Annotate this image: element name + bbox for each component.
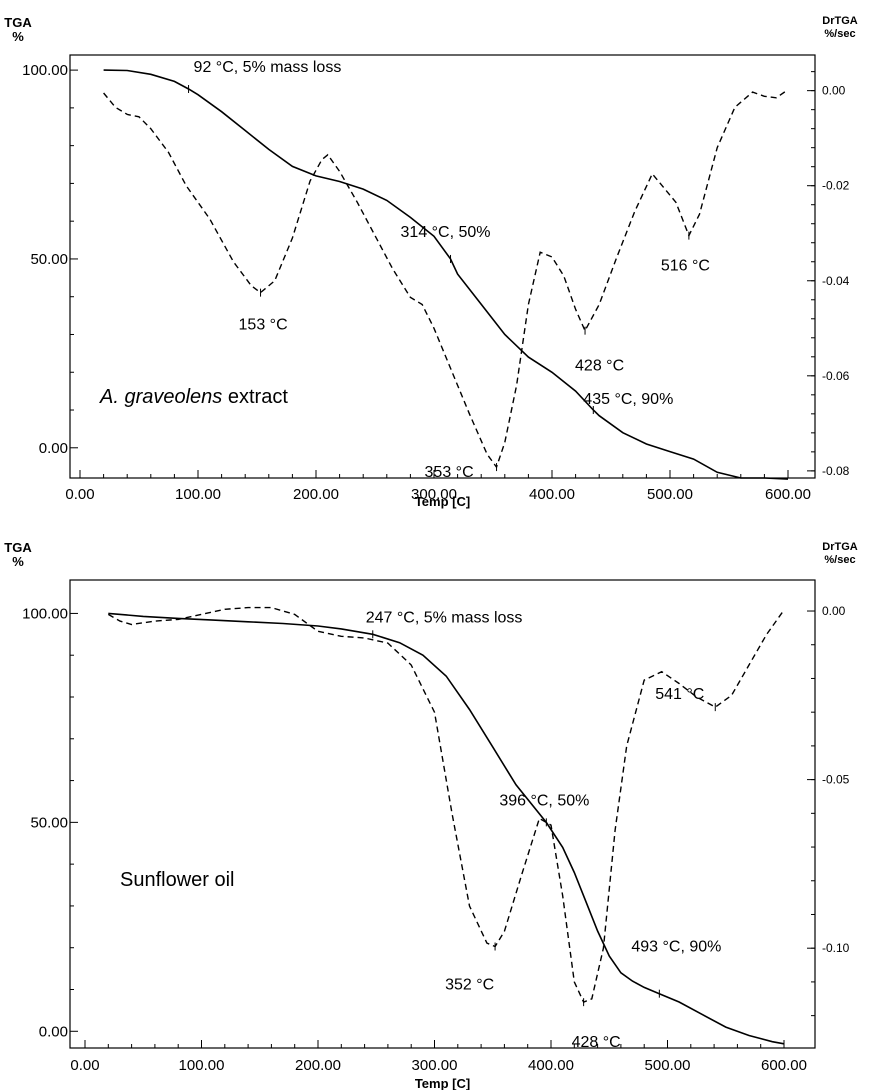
annotation-label: 396 °C, 50% — [499, 792, 589, 809]
y2-tick-label: -0.10 — [822, 941, 850, 955]
x-tick-label: 400.00 — [528, 1057, 574, 1074]
y-axis-unit: % — [12, 29, 24, 44]
y2-tick-label: 0.00 — [822, 84, 846, 98]
x-tick-label: 600.00 — [765, 486, 811, 503]
sample-label: A. graveolens extract — [99, 386, 288, 408]
plot-frame — [69, 54, 816, 479]
y-axis-title: TGA — [4, 540, 32, 555]
panel-sunflower-oil: 0.00 100.00 200.00 300.00 400.00 500.00 600.00… — [4, 540, 858, 1090]
x-tick-label: 500.00 — [645, 1057, 691, 1074]
x-tick-label: 0.00 — [70, 1057, 99, 1074]
annotation-label: 353 °C — [425, 464, 474, 481]
x-tick-label: 600.00 — [761, 1057, 807, 1074]
annotation-label: 352 °C — [445, 977, 494, 994]
x-axis-title: Temp [C] — [415, 1076, 470, 1090]
y2-axis-unit: %/sec — [824, 28, 855, 40]
annotation-label: 428 °C — [572, 1034, 621, 1051]
x-tick-label: 100.00 — [175, 486, 221, 503]
panel-a-graveolens: 0.00 100.00 200.00 300.00 400.00 500.00 600.00… — [4, 15, 858, 509]
annotation-label: 314 °C, 50% — [401, 224, 491, 241]
annotation-label: 153 °C — [239, 317, 288, 334]
y-tick-label: 100.00 — [22, 62, 68, 79]
y2-tick-label: -0.02 — [822, 179, 850, 193]
y2-axis-title: DrTGA — [822, 541, 858, 553]
y-tick-label: 0.00 — [39, 440, 68, 457]
y2-tick-label: -0.08 — [822, 464, 850, 478]
annotation-label: 92 °C, 5% mass loss — [194, 59, 342, 76]
x-tick-label: 300.00 — [412, 1057, 458, 1074]
y2-tick-label: -0.06 — [822, 369, 850, 383]
annotation-label: 428 °C — [575, 358, 624, 375]
y-tick-label: 0.00 — [39, 1023, 68, 1040]
plot-frame — [69, 579, 816, 1049]
sample-label: Sunflower oil — [120, 869, 235, 891]
sample-label-italic: A. graveolens — [99, 386, 222, 408]
y-tick-label: 50.00 — [30, 251, 68, 268]
x-tick-label: 200.00 — [295, 1057, 341, 1074]
annotation-label: 516 °C — [661, 258, 710, 275]
x-tick-label: 400.00 — [529, 486, 575, 503]
x-axis-title: Temp [C] — [415, 494, 470, 509]
y2-tick-label: 0.00 — [822, 604, 846, 618]
x-tick-label: 200.00 — [293, 486, 339, 503]
y2-tick-label: -0.04 — [822, 274, 850, 288]
x-tick-label: 0.00 — [65, 486, 94, 503]
series-drtga-line — [103, 89, 789, 469]
x-tick-label: 500.00 — [647, 486, 693, 503]
series-drtga-line — [107, 606, 785, 1003]
annotation-label: 493 °C, 90% — [631, 939, 721, 956]
y2-tick-label: -0.05 — [822, 773, 850, 787]
annotation-label: 541 °C — [655, 686, 704, 703]
annotation-label: 435 °C, 90% — [583, 391, 673, 408]
x-tick-label: 300.00 — [411, 486, 457, 503]
y2-axis-title: DrTGA — [822, 15, 858, 27]
y2-axis-unit: %/sec — [824, 554, 855, 566]
annotation-label: 247 °C, 5% mass loss — [366, 609, 523, 626]
y-axis-title: TGA — [4, 15, 32, 30]
y-axis-unit: % — [12, 554, 24, 569]
y-tick-label: 50.00 — [30, 814, 68, 831]
sample-label-text: extract — [228, 386, 288, 408]
x-tick-label: 100.00 — [179, 1057, 225, 1074]
y-tick-label: 100.00 — [22, 605, 68, 622]
